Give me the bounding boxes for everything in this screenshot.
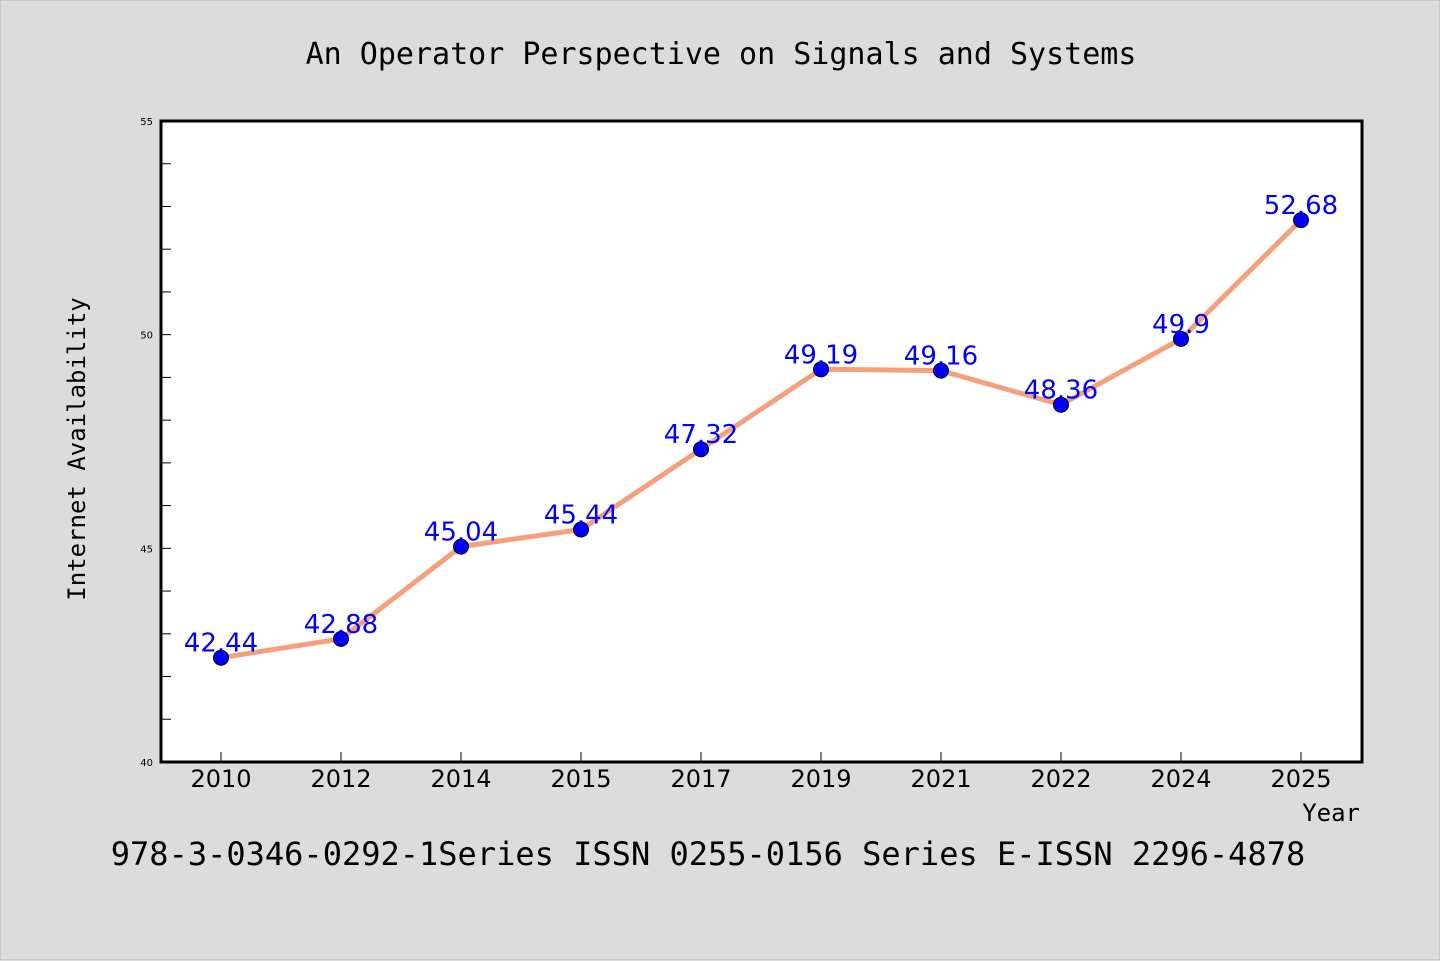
y-tick-label: 55: [140, 117, 153, 128]
x-axis-ticks: [220, 752, 1302, 762]
data-label: 42.88: [304, 610, 378, 640]
x-tick-label: 2021: [910, 765, 971, 793]
data-point: [1293, 212, 1309, 229]
data-label: 45.44: [544, 501, 618, 531]
x-tick-label: 2017: [670, 765, 731, 793]
x-axis-label: Year: [1302, 799, 1360, 827]
x-tick-label: 2019: [790, 765, 851, 793]
data-point: [933, 362, 949, 379]
data-point: [693, 441, 709, 458]
y-axis-tick-labels: 40 45 50 55: [140, 117, 153, 769]
y-axis-ticks: [161, 163, 171, 720]
x-tick-label: 2025: [1270, 765, 1331, 793]
x-tick-label: 2010: [190, 765, 251, 793]
y-tick-label: 50: [140, 331, 153, 342]
x-tick-label: 2014: [430, 765, 491, 793]
footer-isbn-issn-text: 978-3-0346-0292-1Series ISSN 0255-0156 S…: [111, 835, 1305, 873]
data-label: 49.9: [1152, 310, 1210, 340]
data-labels: 42.44 42.88 45.04 45.44 47.32 49.19 49.16 48.36…: [184, 191, 1338, 659]
y-axis-label: Internet Availability: [63, 297, 91, 600]
x-tick-label: 2022: [1030, 765, 1091, 793]
data-label: 52.68: [1264, 191, 1338, 221]
y-tick-label: 40: [140, 758, 153, 769]
x-tick-label: 2015: [550, 765, 611, 793]
series-line: [218, 217, 1304, 661]
data-point: [213, 649, 229, 666]
data-point: [813, 361, 829, 378]
data-label: 48.36: [1024, 376, 1098, 406]
x-axis-tick-labels: 2010 2012 2014 2015 2017 2019 2021 2022 2024 2025: [190, 765, 1331, 793]
data-label: 49.16: [904, 342, 978, 372]
data-label: 45.04: [424, 518, 498, 548]
chart-title: An Operator Perspective on Signals and S…: [306, 37, 1137, 72]
data-label: 42.44: [184, 629, 258, 659]
x-tick-label: 2024: [1150, 765, 1211, 793]
data-point: [1053, 396, 1069, 413]
data-point: [1173, 330, 1189, 347]
y-tick-label: 45: [140, 544, 153, 555]
data-point: [573, 521, 589, 538]
data-label: 47.32: [664, 420, 738, 450]
data-point: [453, 538, 469, 555]
data-label: 49.19: [784, 340, 858, 370]
plot-area: [159, 119, 1364, 764]
data-markers: [213, 212, 1309, 666]
x-tick-label: 2012: [310, 765, 371, 793]
data-point: [333, 630, 349, 647]
